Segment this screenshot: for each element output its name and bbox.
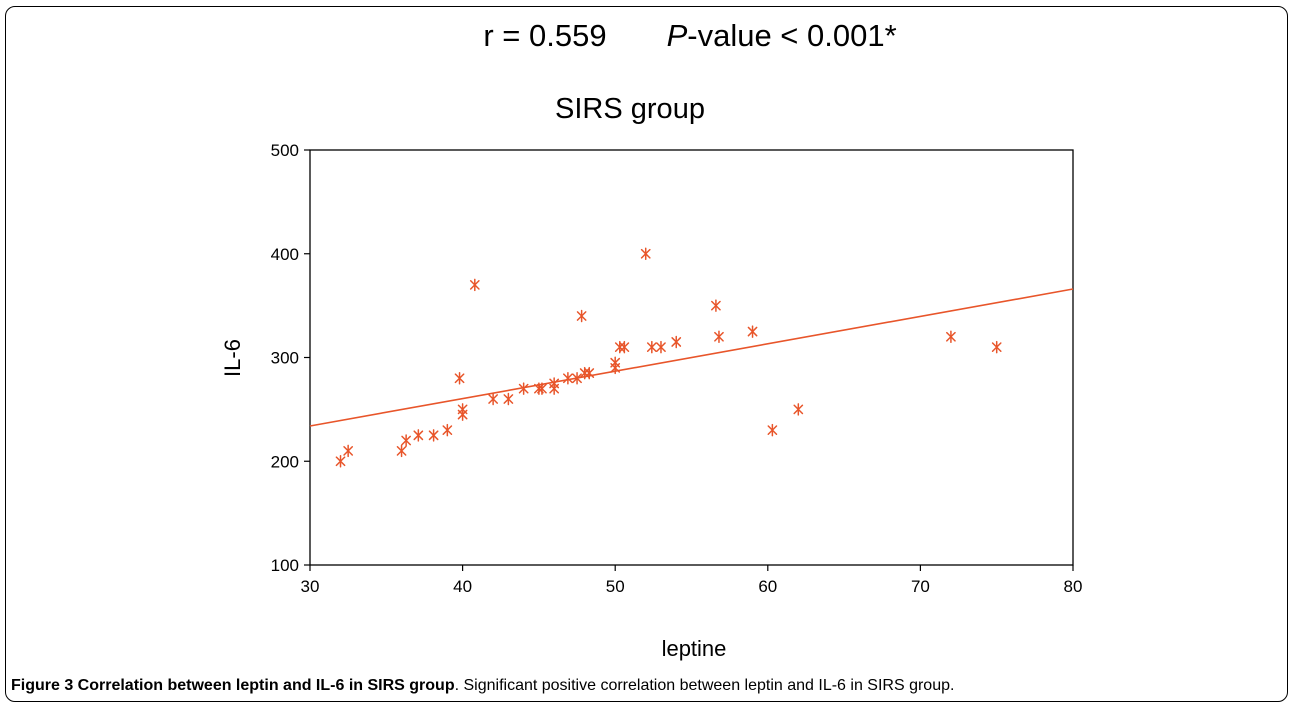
- data-point: [413, 429, 424, 442]
- data-point: [469, 278, 480, 292]
- data-point: [747, 325, 758, 338]
- marker-stroke: [619, 342, 630, 352]
- axes: 30 40 50 60 70 80 100 200 300 400 500: [271, 141, 1083, 596]
- data-point: [428, 429, 439, 442]
- data-point: [619, 340, 630, 354]
- x-tick-label: 30: [301, 577, 320, 596]
- marker-stroke: [537, 383, 547, 394]
- data-point: [656, 340, 666, 354]
- p-value: P-value < 0.001*: [667, 18, 897, 53]
- chart-title: SIRS group: [555, 93, 705, 125]
- x-tick-label: 60: [758, 577, 777, 596]
- data-point: [457, 403, 468, 416]
- data-point: [711, 299, 721, 312]
- marker-stroke: [335, 456, 346, 467]
- marker-stroke: [396, 446, 407, 456]
- marker-stroke: [610, 357, 621, 368]
- marker-stroke: [413, 430, 424, 441]
- figure-frame: [5, 6, 1288, 702]
- marker-stroke: [563, 373, 573, 384]
- data-point: [343, 444, 354, 458]
- marker-stroke: [549, 378, 560, 389]
- trendline: [309, 288, 1074, 427]
- x-tick-label: 50: [606, 577, 625, 596]
- stats-line: r = 0.559 P-value < 0.001*: [0, 18, 1292, 54]
- marker-stroke: [401, 435, 412, 446]
- marker-stroke: [747, 326, 758, 337]
- marker-stroke: [656, 342, 666, 352]
- x-tick-label: 70: [911, 577, 930, 596]
- data-point: [793, 403, 804, 416]
- y-tick-label: 400: [271, 245, 299, 264]
- data-points: [335, 247, 1002, 468]
- marker-stroke: [711, 300, 721, 311]
- y-tick-label: 300: [271, 349, 299, 368]
- data-point: [488, 392, 498, 406]
- x-tick-label: 40: [453, 577, 472, 596]
- data-point: [640, 247, 651, 260]
- y-tick-label: 200: [271, 452, 299, 471]
- marker-stroke: [442, 425, 453, 435]
- marker-stroke: [640, 248, 651, 259]
- data-point: [549, 377, 560, 390]
- data-point: [671, 335, 682, 349]
- marker-stroke: [469, 280, 480, 290]
- p-italic: P: [666, 18, 688, 53]
- data-point: [563, 372, 573, 385]
- marker-stroke: [576, 311, 587, 321]
- marker-stroke: [991, 342, 1002, 352]
- marker-stroke: [518, 383, 529, 394]
- data-point: [454, 372, 465, 385]
- marker-stroke: [646, 342, 657, 352]
- y-tick-label: 100: [271, 556, 299, 575]
- data-point: [646, 340, 657, 354]
- marker-stroke: [457, 404, 468, 415]
- data-point: [442, 423, 453, 437]
- data-point: [335, 455, 346, 468]
- marker-stroke: [671, 337, 682, 347]
- r-value: r = 0.559: [483, 18, 607, 53]
- caption-rest: . Significant positive correlation betwe…: [454, 677, 955, 694]
- trendline-layer: [309, 288, 1074, 427]
- marker-stroke: [503, 394, 514, 404]
- marker-stroke: [946, 331, 956, 342]
- caption-bold: Figure 3 Correlation between leptin and …: [11, 677, 455, 694]
- data-point: [576, 309, 587, 323]
- marker-stroke: [343, 446, 354, 456]
- data-point: [584, 366, 595, 380]
- data-point: [572, 372, 582, 385]
- y-tick-label: 500: [271, 141, 299, 160]
- data-point: [714, 330, 724, 343]
- marker-stroke: [428, 430, 439, 441]
- data-point: [396, 444, 407, 458]
- x-tick-label: 80: [1064, 577, 1083, 596]
- y-axis-label: IL-6: [220, 339, 245, 377]
- p-value-rest: -value < 0.001*: [687, 18, 897, 53]
- data-point: [946, 330, 956, 343]
- data-point: [537, 382, 547, 395]
- x-axis-label: leptine: [662, 636, 727, 661]
- marker-stroke: [454, 373, 465, 384]
- data-point: [767, 423, 778, 437]
- data-point: [991, 340, 1002, 354]
- data-point: [401, 434, 412, 447]
- marker-stroke: [488, 394, 498, 404]
- marker-stroke: [793, 404, 804, 415]
- figure-caption: Figure 3 Correlation between leptin and …: [11, 677, 954, 695]
- marker-stroke: [767, 425, 778, 435]
- marker-stroke: [584, 368, 595, 378]
- data-point: [610, 356, 621, 369]
- marker-stroke: [714, 331, 724, 342]
- data-point: [518, 382, 529, 395]
- marker-stroke: [572, 373, 582, 384]
- data-point: [503, 392, 514, 406]
